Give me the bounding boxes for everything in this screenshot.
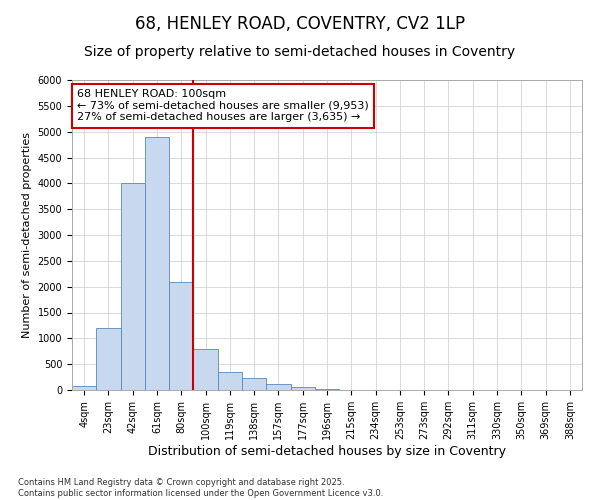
Bar [266,384,290,390]
Bar [96,328,121,390]
Bar [218,372,242,390]
X-axis label: Distribution of semi-detached houses by size in Coventry: Distribution of semi-detached houses by … [148,444,506,458]
Bar [121,184,145,390]
Bar [72,386,96,390]
Bar [242,378,266,390]
Text: Size of property relative to semi-detached houses in Coventry: Size of property relative to semi-detach… [85,45,515,59]
Text: 68 HENLEY ROAD: 100sqm
← 73% of semi-detached houses are smaller (9,953)
27% of : 68 HENLEY ROAD: 100sqm ← 73% of semi-det… [77,90,369,122]
Text: Contains HM Land Registry data © Crown copyright and database right 2025.
Contai: Contains HM Land Registry data © Crown c… [18,478,383,498]
Y-axis label: Number of semi-detached properties: Number of semi-detached properties [22,132,32,338]
Bar [169,282,193,390]
Bar [290,388,315,390]
Bar [315,389,339,390]
Bar [145,137,169,390]
Bar [193,348,218,390]
Text: 68, HENLEY ROAD, COVENTRY, CV2 1LP: 68, HENLEY ROAD, COVENTRY, CV2 1LP [135,15,465,33]
